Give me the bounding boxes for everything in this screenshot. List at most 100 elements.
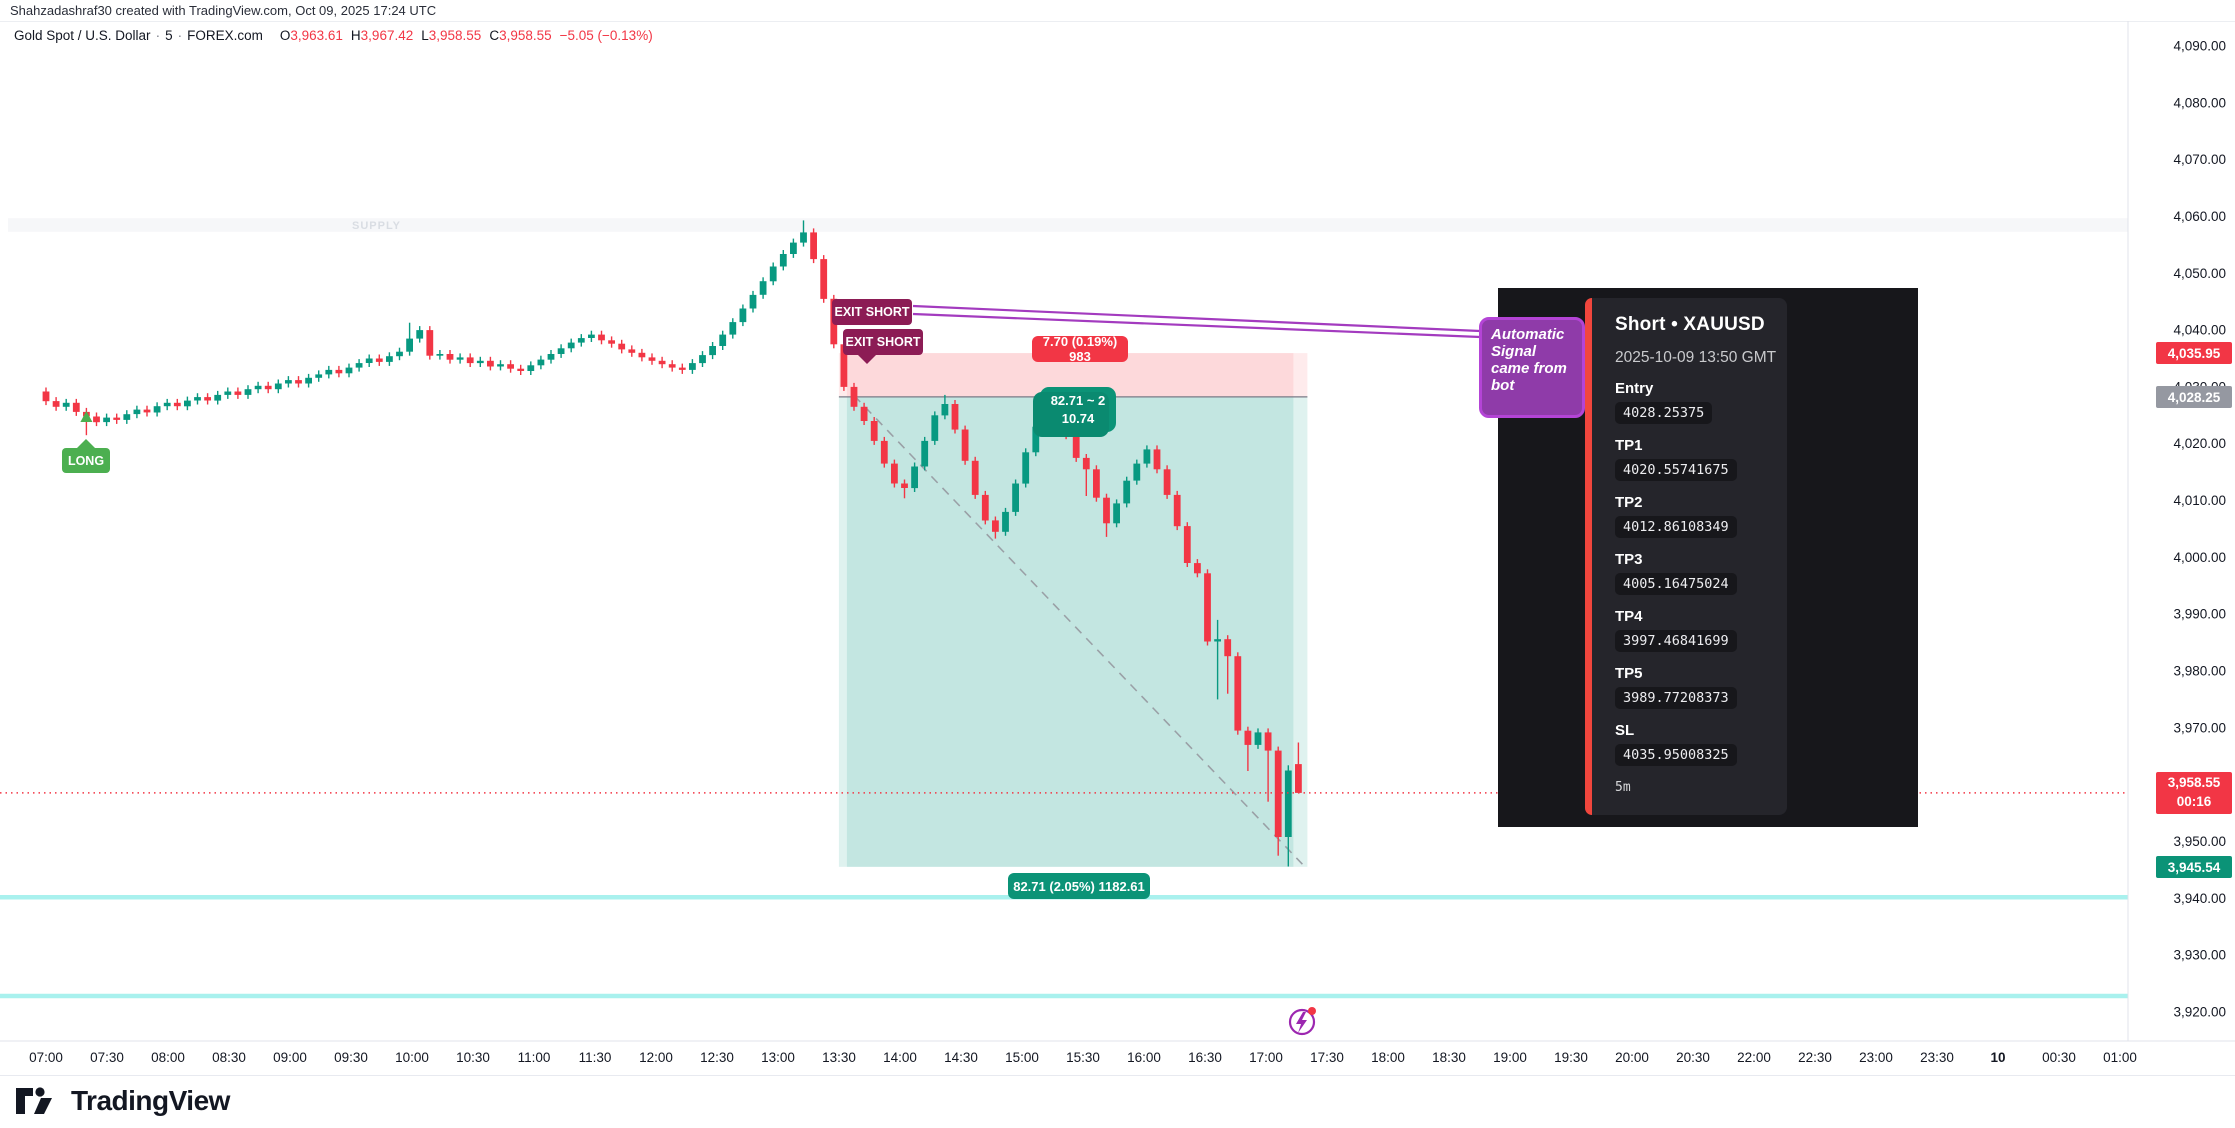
svg-text:13:00: 13:00: [761, 1050, 795, 1065]
high-label: H: [350, 28, 361, 43]
tp2-value: 4012.86108349: [1615, 516, 1737, 538]
position-size-line2: 10.74: [1061, 410, 1095, 426]
reward-amount-pill[interactable]: 82.71 (2.05%) 1182.61: [1008, 873, 1150, 899]
target-price-marker: 3,945.54: [2156, 856, 2232, 878]
signal-callout[interactable]: Automatic Signal came from bot: [1479, 317, 1585, 418]
supply-zone-label: SUPPLY: [352, 220, 402, 232]
svg-text:15:30: 15:30: [1066, 1050, 1100, 1065]
tp2-label: TP2: [1615, 494, 1643, 511]
svg-text:13:30: 13:30: [822, 1050, 856, 1065]
attribution-text: Shahzadashraf30 created with TradingView…: [10, 3, 437, 18]
current-price-value: 3,958.55: [2167, 775, 2221, 791]
tp3-label: TP3: [1615, 551, 1643, 568]
svg-text:4,000.00: 4,000.00: [2173, 550, 2226, 565]
low-value: 3,958.55: [428, 28, 482, 43]
svg-text:3,940.00: 3,940.00: [2173, 891, 2226, 906]
tp4-label: TP4: [1615, 608, 1643, 625]
close-value: 3,958.55: [499, 28, 552, 43]
svg-text:07:00: 07:00: [29, 1050, 63, 1065]
close-label: C: [489, 28, 500, 43]
position-size-line1: 82.71 ~ 2: [1050, 392, 1106, 408]
svg-text:10: 10: [1990, 1050, 2005, 1065]
svg-text:20:00: 20:00: [1615, 1050, 1649, 1065]
svg-text:4,010.00: 4,010.00: [2173, 493, 2226, 508]
sl-label: SL: [1615, 722, 1635, 739]
entry-label: Entry: [1615, 380, 1654, 397]
svg-text:4,040.00: 4,040.00: [2173, 323, 2226, 338]
tp5-label: TP5: [1615, 665, 1643, 682]
tradingview-logo-text: TradingView: [71, 1085, 230, 1116]
tp5-value: 3989.77208373: [1615, 687, 1737, 709]
footer-divider: [0, 1075, 2235, 1076]
tradingview-logo-icon: [16, 1087, 52, 1114]
svg-text:3,980.00: 3,980.00: [2173, 664, 2226, 679]
svg-text:12:30: 12:30: [700, 1050, 734, 1065]
risk-amount-pill[interactable]: 7.70 (0.19%) 983: [1032, 334, 1128, 364]
svg-text:23:00: 23:00: [1859, 1050, 1893, 1065]
svg-text:12:00: 12:00: [639, 1050, 673, 1065]
svg-text:4,020.00: 4,020.00: [2173, 436, 2226, 451]
svg-text:3,970.00: 3,970.00: [2173, 720, 2226, 735]
svg-text:11:00: 11:00: [518, 1050, 551, 1065]
interval-value[interactable]: 5: [165, 28, 173, 43]
header-divider: [0, 21, 2235, 22]
svg-text:00:30: 00:30: [2042, 1050, 2076, 1065]
svg-text:22:30: 22:30: [1798, 1050, 1832, 1065]
legend-separator: ·: [155, 28, 161, 43]
svg-text:08:30: 08:30: [212, 1050, 246, 1065]
svg-text:14:30: 14:30: [944, 1050, 978, 1065]
svg-text:20:30: 20:30: [1676, 1050, 1710, 1065]
signal-datetime: 2025-10-09 13:50 GMT: [1615, 349, 1777, 366]
low-label: L: [421, 28, 429, 43]
svg-text:10:30: 10:30: [456, 1050, 490, 1065]
svg-text:01:00: 01:00: [2103, 1050, 2137, 1065]
svg-text:16:30: 16:30: [1188, 1050, 1222, 1065]
high-value: 3,967.42: [360, 28, 414, 43]
svg-text:3,930.00: 3,930.00: [2173, 948, 2226, 963]
open-label: O: [279, 28, 291, 43]
svg-text:11:30: 11:30: [579, 1050, 612, 1065]
exchange-name: FOREX.com: [187, 28, 263, 43]
tp3-value: 4005.16475024: [1615, 573, 1737, 595]
sl-value: 4035.95008325: [1615, 744, 1737, 766]
svg-text:23:30: 23:30: [1920, 1050, 1954, 1065]
svg-text:16:00: 16:00: [1127, 1050, 1161, 1065]
tp4-value: 3997.46841699: [1615, 630, 1737, 652]
entry-value: 4028.25375: [1615, 402, 1713, 424]
svg-text:19:00: 19:00: [1493, 1050, 1527, 1065]
exit-short-badge-2[interactable]: EXIT SHORT: [843, 329, 923, 364]
tp1-label: TP1: [1615, 437, 1643, 454]
symbol-legend[interactable]: Gold Spot / U.S. Dollar · 5 · FOREX.com O3,96…: [14, 28, 653, 43]
tp1-value: 4020.55741675: [1615, 459, 1737, 481]
svg-text:22:00: 22:00: [1737, 1050, 1771, 1065]
tradingview-logo[interactable]: TradingView: [14, 1084, 230, 1118]
svg-text:17:30: 17:30: [1310, 1050, 1344, 1065]
svg-text:3,990.00: 3,990.00: [2173, 607, 2226, 622]
signal-panel-card: Short • XAUUSD 2025-10-09 13:50 GMT Entr…: [1585, 298, 1787, 815]
svg-text:07:30: 07:30: [90, 1050, 124, 1065]
long-badge[interactable]: LONG: [62, 439, 110, 473]
svg-text:18:30: 18:30: [1432, 1050, 1466, 1065]
stop-price-marker: 4,035.95: [2156, 342, 2232, 364]
svg-text:15:00: 15:00: [1005, 1050, 1039, 1065]
svg-text:4,060.00: 4,060.00: [2173, 209, 2226, 224]
signal-panel-accent-bar: [1585, 298, 1592, 815]
svg-text:4,050.00: 4,050.00: [2173, 266, 2226, 281]
svg-text:19:30: 19:30: [1554, 1050, 1588, 1065]
svg-text:08:00: 08:00: [151, 1050, 185, 1065]
svg-text:09:00: 09:00: [273, 1050, 307, 1065]
bar-countdown: 00:16: [2176, 794, 2212, 809]
symbol-title[interactable]: Gold Spot / U.S. Dollar: [14, 28, 151, 43]
svg-text:17:00: 17:00: [1249, 1050, 1283, 1065]
svg-text:4,080.00: 4,080.00: [2173, 95, 2226, 110]
svg-text:18:00: 18:00: [1371, 1050, 1405, 1065]
svg-text:14:00: 14:00: [883, 1050, 917, 1065]
exit-short-badge-1[interactable]: EXIT SHORT: [832, 299, 912, 325]
timeframe-label: 5m: [1615, 780, 1631, 795]
position-size-pill[interactable]: 82.71 ~ 2 10.74: [1033, 387, 1116, 437]
svg-text:09:30: 09:30: [334, 1050, 368, 1065]
change-value: −5.05 (−0.13%): [559, 28, 653, 43]
current-price-marker: 3,958.55 00:16: [2156, 772, 2232, 814]
